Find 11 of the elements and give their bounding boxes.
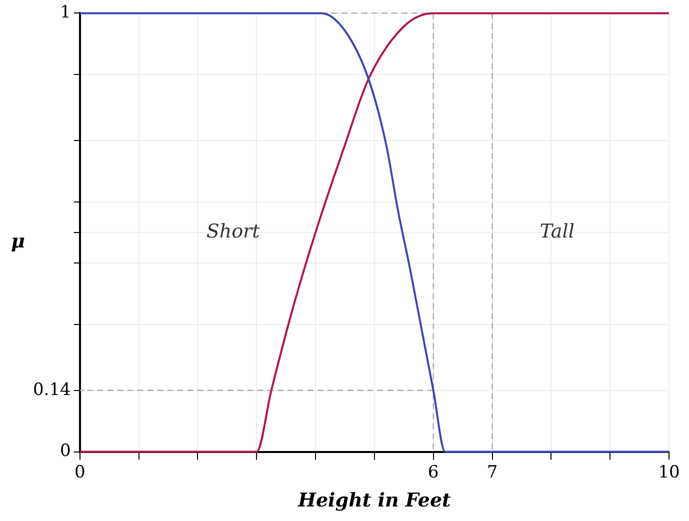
x-tick-label: 6	[428, 462, 439, 482]
x-axis-title: Height in Feet	[297, 490, 452, 512]
annotation: Short	[206, 220, 260, 242]
y-axis-title: μ	[11, 230, 26, 252]
y-tick-label: 0	[60, 441, 71, 462]
x-tick-label: 10	[658, 462, 680, 482]
x-tick-label: 0	[74, 462, 86, 482]
y-tick-label: 1	[60, 2, 71, 23]
y-tick-label: 0.14	[32, 380, 71, 400]
x-tick-label: 7	[486, 462, 498, 482]
annotation: Tall	[540, 220, 574, 242]
